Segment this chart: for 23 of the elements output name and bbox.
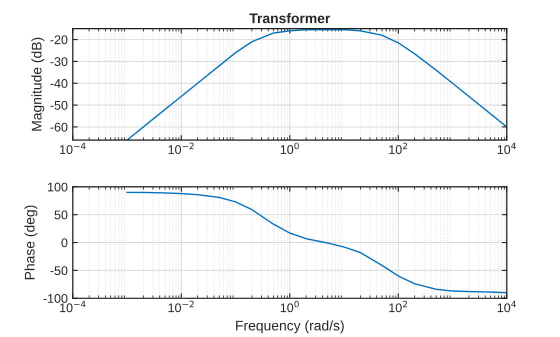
x-tick-label: 10$^{4}$ xyxy=(498,300,516,312)
y-tick-label: 0 xyxy=(61,238,68,248)
y-tick-label: -40 xyxy=(50,79,68,88)
y-tick-label: -20 xyxy=(50,35,68,44)
y-tick-label: 50 xyxy=(54,210,68,220)
y-tick-label: -50 xyxy=(50,266,68,276)
x-tick-label: 10$^{−4}$ xyxy=(60,142,86,154)
y-tick-label: -100 xyxy=(43,294,68,303)
x-tick-label: 10$^{4}$ xyxy=(498,142,516,154)
chart-title: Transformer xyxy=(249,13,330,24)
x-tick-label: 10$^{0}$ xyxy=(280,300,299,312)
x-tick-label: 10$^{−2}$ xyxy=(168,300,194,312)
y-tick-label: 100 xyxy=(48,182,68,192)
y-axis-title: Magnitude (dB) xyxy=(31,38,44,131)
x-tick-label: 10$^{2}$ xyxy=(389,300,408,312)
y-tick-label: -50 xyxy=(50,100,68,110)
x-tick-label: 10$^{2}$ xyxy=(389,142,408,154)
y-tick-label: -30 xyxy=(50,57,68,66)
y-axis-title: Phase (deg) xyxy=(24,206,38,280)
x-axis-title: Frequency (rad/s) xyxy=(236,320,344,334)
y-tick-label: -60 xyxy=(50,122,68,132)
x-tick-label: 10$^{−2}$ xyxy=(168,142,194,154)
x-tick-label: 10$^{0}$ xyxy=(280,142,299,154)
